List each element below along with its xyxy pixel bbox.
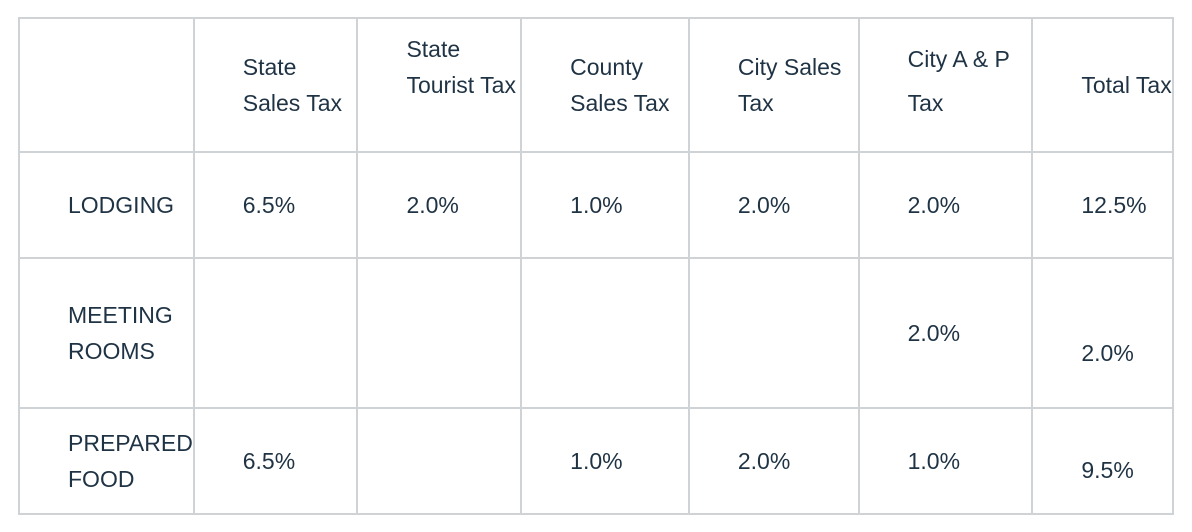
cell-state-sales-tax: 6.5% xyxy=(192,151,359,259)
cell-state-tourist-tax xyxy=(356,407,523,515)
header-city-ap-tax: City A & P Tax xyxy=(857,17,1034,153)
cell-city-sales-tax: 2.0% xyxy=(687,151,860,259)
cell-city-sales-tax: 2.0% xyxy=(687,407,860,515)
header-county-sales-tax: County Sales Tax xyxy=(520,17,690,153)
header-state-sales-tax-label: State Sales Tax xyxy=(242,54,343,116)
table-header-row: State Sales Tax State Tourist Tax County… xyxy=(18,17,1174,153)
cell-state-tourist-tax xyxy=(356,257,523,409)
header-state-tourist-tax: State Tourist Tax xyxy=(356,17,523,153)
table-row: LODGING 6.5% 2.0% 1.0% 2.0% 2.0% 12.5% xyxy=(18,151,1174,259)
cell-city-ap-tax: 2.0% xyxy=(857,257,1034,409)
cell-state-tourist-tax: 2.0% xyxy=(356,151,523,259)
header-empty-cell xyxy=(18,17,195,153)
row-label: PREPARED FOOD xyxy=(18,407,195,515)
header-county-sales-tax-label: County Sales Tax xyxy=(570,54,670,116)
table-row: PREPARED FOOD 6.5% 1.0% 2.0% 1.0% 9.5% xyxy=(18,407,1174,515)
cell-county-sales-tax xyxy=(520,257,690,409)
cell-city-ap-tax: 1.0% xyxy=(857,407,1034,515)
header-state-tourist-tax-label: State Tourist Tax xyxy=(406,36,516,98)
table-row: MEETING ROOMS 2.0% 2.0% xyxy=(18,257,1174,409)
header-state-sales-tax: State Sales Tax xyxy=(192,17,359,153)
header-city-sales-tax: City Sales Tax xyxy=(687,17,860,153)
cell-total-tax: 12.5% xyxy=(1031,151,1174,259)
cell-county-sales-tax: 1.0% xyxy=(520,151,690,259)
cell-city-sales-tax xyxy=(687,257,860,409)
header-city-sales-tax-label: City Sales Tax xyxy=(737,54,842,116)
cell-total-tax: 2.0% xyxy=(1031,257,1174,409)
header-total-tax: Total Tax xyxy=(1031,17,1174,153)
cell-city-ap-tax: 2.0% xyxy=(857,151,1034,259)
row-label: LODGING xyxy=(18,151,195,259)
cell-total-tax: 9.5% xyxy=(1031,407,1174,515)
header-total-tax-label: Total Tax xyxy=(1081,72,1172,98)
cell-state-sales-tax: 6.5% xyxy=(192,407,359,515)
tax-rates-table: State Sales Tax State Tourist Tax County… xyxy=(18,17,1174,515)
row-label: MEETING ROOMS xyxy=(18,257,195,409)
header-city-ap-tax-label: City A & P Tax xyxy=(907,46,1010,116)
cell-state-sales-tax xyxy=(192,257,359,409)
cell-county-sales-tax: 1.0% xyxy=(520,407,690,515)
